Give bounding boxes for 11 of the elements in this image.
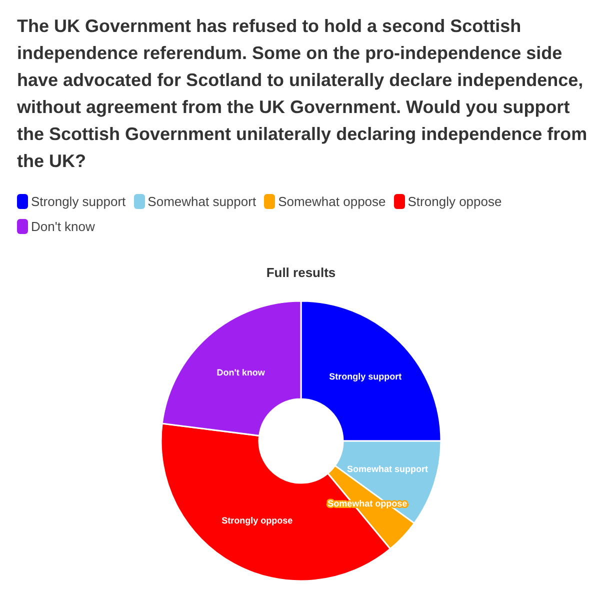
legend-label: Strongly oppose — [408, 193, 502, 210]
text: Full results — [266, 265, 336, 280]
legend-label: Somewhat support — [148, 193, 256, 210]
slice-label: Somewhat support — [347, 464, 428, 474]
slice-label: Strongly support — [329, 372, 402, 382]
chart-title: The UK Government has refused to hold a second Scottish independence referendum. Some on the pro-independence side have advocated for Scotland to unilaterally declare independence, without agreement from the UK Government. Would you support the Scottish Government unilaterally declaring independence from the UK? — [17, 16, 588, 171]
legend-label: Strongly support — [31, 193, 126, 210]
slice-label: Strongly oppose — [222, 516, 293, 526]
legend-label: Don't know — [31, 218, 95, 235]
slice-label: Don't know — [216, 368, 266, 378]
legend-label: Somewhat oppose — [278, 193, 386, 210]
